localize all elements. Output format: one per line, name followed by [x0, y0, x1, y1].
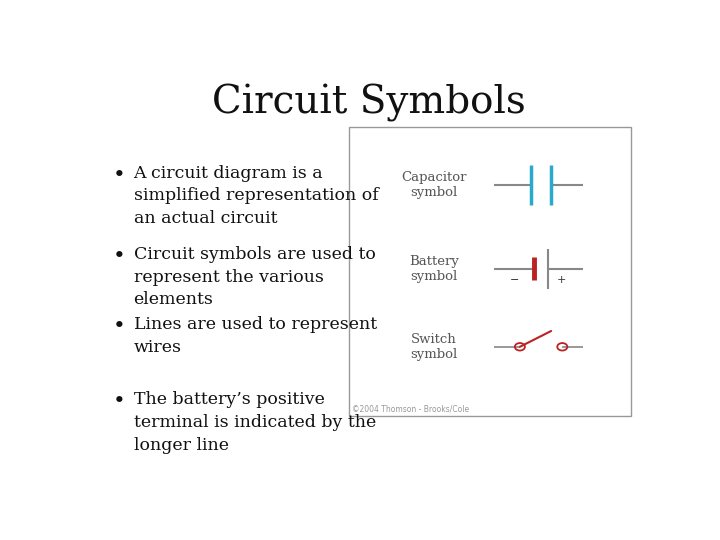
Text: •: •	[112, 246, 125, 266]
Bar	[349, 127, 631, 416]
Text: •: •	[112, 165, 125, 185]
Text: −: −	[510, 275, 519, 285]
Text: Circuit symbols are used to
represent the various
elements: Circuit symbols are used to represent th…	[133, 246, 375, 308]
Text: The battery’s positive
terminal is indicated by the
longer line: The battery’s positive terminal is indic…	[133, 391, 376, 454]
Text: Battery
symbol: Battery symbol	[409, 255, 459, 283]
Text: +: +	[557, 275, 566, 285]
Text: •: •	[112, 316, 125, 336]
Text: •: •	[112, 391, 125, 411]
Text: ©2004 Thomson - Brooks/Cole: ©2004 Thomson - Brooks/Cole	[352, 404, 469, 414]
Text: Circuit Symbols: Circuit Symbols	[212, 84, 526, 122]
Text: Switch
symbol: Switch symbol	[410, 333, 458, 361]
Text: Capacitor
symbol: Capacitor symbol	[401, 171, 467, 199]
Text: A circuit diagram is a
simplified representation of
an actual circuit: A circuit diagram is a simplified repres…	[133, 165, 378, 227]
Text: Lines are used to represent
wires: Lines are used to represent wires	[133, 316, 377, 356]
